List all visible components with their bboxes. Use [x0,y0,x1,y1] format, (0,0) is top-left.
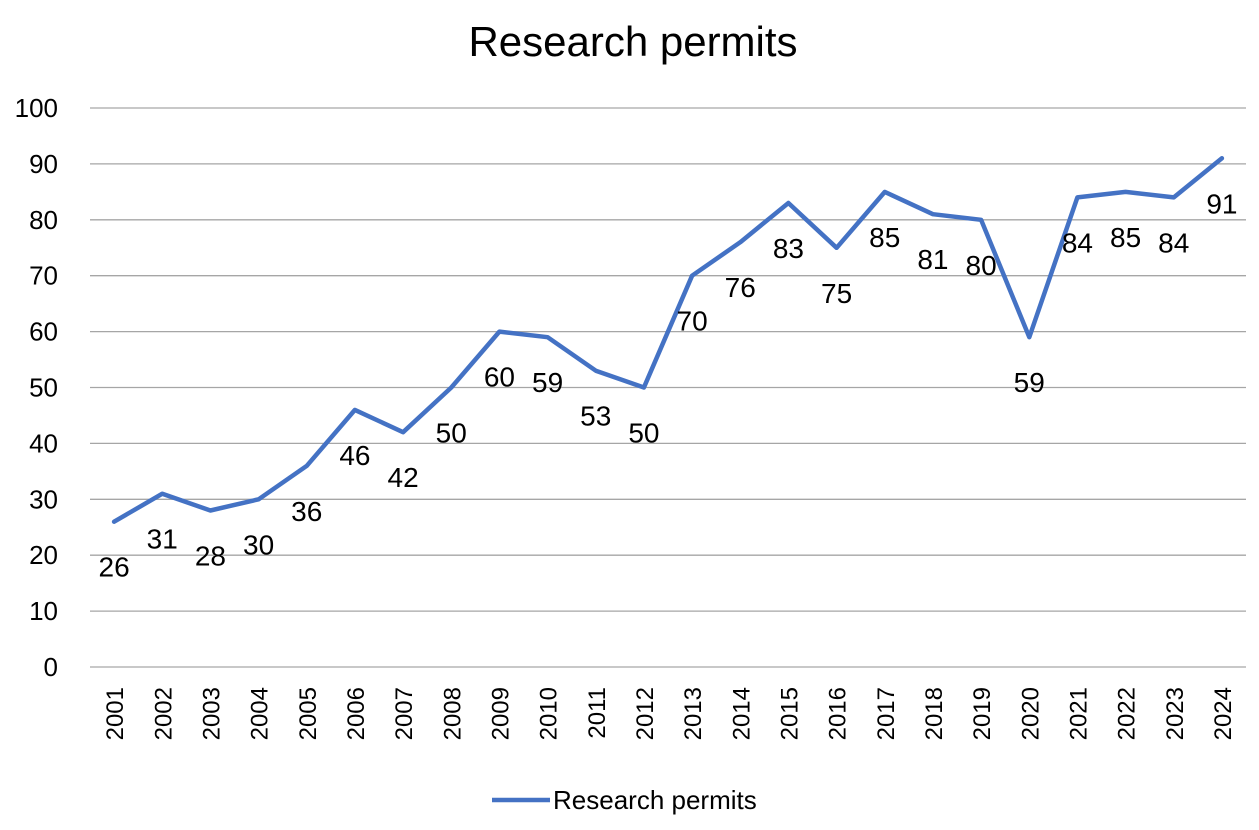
x-tick-label: 2007 [391,687,418,740]
x-tick-label: 2003 [198,687,225,740]
y-tick-label: 80 [29,205,58,235]
data-label: 28 [195,540,226,571]
data-labels: 26 31 28 30 36 46 42 50 60 59 53 50 70 76 83 75 85 81 80 59… [99,188,1238,582]
x-tick-label: 2024 [1210,687,1237,740]
x-tick-label: 2019 [969,687,996,740]
x-tick-label: 2022 [1114,687,1141,740]
data-label: 59 [532,367,563,398]
data-label: 75 [821,278,852,309]
data-label: 84 [1062,227,1093,258]
data-label: 46 [339,440,370,471]
x-tick-label: 2010 [536,687,563,740]
y-tick-label: 50 [29,373,58,403]
x-tick-label: 2016 [825,687,852,740]
data-label: 26 [99,552,130,583]
x-tick-label: 2023 [1162,687,1189,740]
x-tick-label: 2021 [1065,687,1092,740]
x-tick-label: 2012 [632,687,659,740]
data-label: 36 [291,496,322,527]
y-tick-label: 70 [29,261,58,291]
y-tick-label: 100 [15,93,58,123]
x-tick-label: 2014 [728,687,755,740]
x-tick-label: 2013 [680,687,707,740]
data-label: 53 [580,401,611,432]
x-tick-label: 2017 [873,687,900,740]
x-tick-label: 2008 [439,687,466,740]
x-tick-label: 2015 [776,687,803,740]
x-tick-label: 2009 [487,687,514,740]
data-label: 85 [869,222,900,253]
data-label: 83 [773,233,804,264]
data-label: 81 [917,244,948,275]
y-tick-label: 30 [29,484,58,514]
data-label: 60 [484,362,515,393]
data-label: 70 [677,306,708,337]
y-tick-label: 40 [29,428,58,458]
data-label: 80 [966,250,997,281]
y-tick-label: 90 [29,149,58,179]
x-tick-label: 2004 [247,687,274,740]
x-tick-label: 2018 [921,687,948,740]
series-lines [111,156,1225,524]
data-label: 50 [628,418,659,449]
data-label: 31 [147,524,178,555]
data-label: 59 [1014,367,1045,398]
data-label: 30 [243,529,274,560]
y-tick-label: 20 [29,540,58,570]
legend: Research permits [492,785,757,815]
x-tick-label: 2001 [102,687,129,740]
x-tick-label: 2005 [295,687,322,740]
data-label: 42 [388,462,419,493]
y-tick-label: 10 [29,596,58,626]
y-axis-ticks: 0 10 20 30 40 50 60 70 80 90 100 [15,93,58,682]
x-tick-label: 2002 [150,687,177,740]
x-tick-label: 2020 [1017,687,1044,740]
y-tick-label: 0 [44,652,58,682]
series-line [111,156,1225,524]
x-axis-ticks: 2001 2002 2003 2004 2005 2006 2007 2008 2009 2010… [102,687,1237,740]
x-tick-label: 2011 [584,687,611,739]
data-label: 85 [1110,222,1141,253]
chart-title: Research permits [468,18,797,65]
x-tick-label: 2006 [343,687,370,740]
data-label: 76 [725,272,756,303]
data-label: 50 [436,418,467,449]
data-label: 91 [1206,188,1237,219]
gridlines [90,107,1246,668]
legend-label: Research permits [553,785,757,815]
data-label: 84 [1158,227,1189,258]
y-tick-label: 60 [29,317,58,347]
